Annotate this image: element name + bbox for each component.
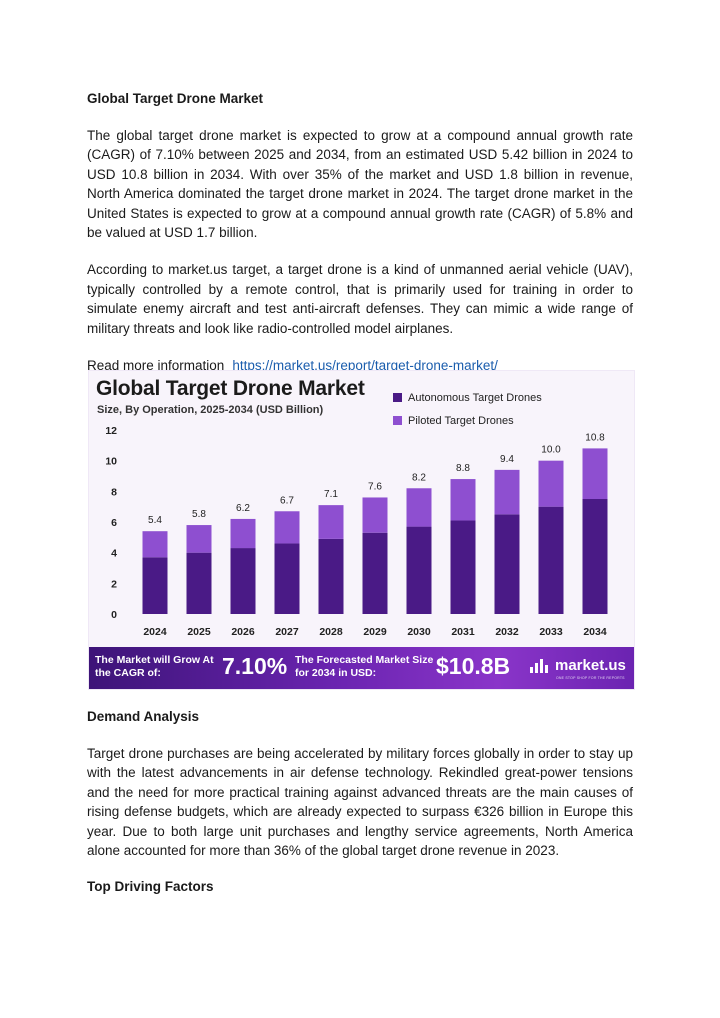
banner-cagr-value: 7.10% [222, 653, 288, 679]
paragraph-definition: According to market.us target, a target … [87, 262, 633, 336]
infographic-subtitle: Size, By Operation, 2025-2034 (USD Billi… [97, 404, 324, 416]
bar-piloted [274, 511, 300, 544]
logo-text: market.us [555, 657, 626, 674]
bar-piloted [582, 448, 608, 499]
bar-total-label: 7.6 [368, 481, 382, 492]
x-tick-label: 2033 [539, 626, 563, 638]
bar-total-label: 5.8 [192, 509, 206, 520]
bar-piloted [450, 479, 476, 521]
logo-tagline: ONE STOP SHOP FOR THE REPORTS [556, 676, 625, 680]
bar-total-label: 6.2 [236, 503, 250, 514]
bar-piloted [230, 518, 256, 549]
bar-autonomous [406, 526, 432, 614]
x-tick-label: 2034 [583, 626, 607, 638]
legend-item-piloted: Piloted Target Drones [393, 414, 542, 427]
x-tick-label: 2028 [319, 626, 343, 638]
bar-autonomous [142, 557, 168, 614]
legend-label-piloted: Piloted Target Drones [408, 414, 514, 427]
market-us-logo: market.us [529, 657, 626, 674]
bar-autonomous [362, 532, 388, 614]
bar-autonomous [450, 520, 476, 614]
bar-piloted [362, 497, 388, 533]
banner-forecast-value: $10.8B [436, 653, 511, 679]
y-tick-label: 10 [105, 456, 117, 468]
y-tick-label: 12 [105, 425, 117, 437]
bar-autonomous [538, 506, 564, 614]
section-heading-driving-factors: Top Driving Factors [87, 879, 214, 895]
bar-total-label: 8.2 [412, 472, 426, 483]
bar-autonomous [186, 552, 212, 614]
banner-forecast-label: The Forecasted Market Size for 2034 in U… [295, 654, 434, 679]
legend-swatch-piloted [393, 416, 402, 425]
x-tick-label: 2027 [275, 626, 299, 638]
chart-legend: Autonomous Target Drones Piloted Target … [393, 391, 542, 437]
bar-autonomous [230, 548, 256, 614]
paragraph-market-overview: The global target drone market is expect… [87, 128, 633, 241]
bar-total-label: 9.4 [500, 454, 514, 465]
read-more-line: Read more information https://market.us/r… [87, 356, 633, 375]
bar-piloted [538, 460, 564, 507]
bar-signal-icon [530, 658, 548, 673]
bar-piloted [142, 531, 168, 558]
x-tick-label: 2032 [495, 626, 519, 638]
y-tick-label: 6 [111, 517, 117, 529]
legend-item-autonomous: Autonomous Target Drones [393, 391, 542, 404]
market-infographic: Global Target Drone Market Size, By Oper… [88, 370, 635, 690]
bar-autonomous [582, 499, 608, 614]
bar-autonomous [318, 538, 344, 614]
section-heading-market: Global Target Drone Market [87, 91, 264, 106]
bar-total-label: 8.8 [456, 463, 470, 474]
legend-swatch-autonomous [393, 393, 402, 402]
banner-cagr-label: The Market will Grow At the CAGR of: [95, 654, 214, 679]
x-tick-label: 2024 [143, 626, 167, 638]
bar-total-label: 10.0 [541, 445, 561, 456]
infographic-title: Global Target Drone Market [96, 377, 365, 400]
bar-autonomous [494, 514, 520, 614]
infographic-banner: The Market will Grow At the CAGR of: 7.1… [89, 647, 634, 689]
bar-piloted [318, 505, 344, 539]
bar-piloted [186, 525, 212, 553]
bar-piloted [494, 469, 520, 515]
read-more-link[interactable]: https://market.us/report/target-drone-ma… [232, 358, 498, 374]
y-tick-label: 8 [111, 486, 117, 498]
bar-total-label: 10.8 [585, 432, 605, 443]
legend-label-autonomous: Autonomous Target Drones [408, 391, 542, 404]
x-tick-label: 2029 [363, 626, 387, 638]
x-tick-label: 2030 [407, 626, 431, 638]
bar-total-label: 7.1 [324, 489, 338, 500]
y-tick-label: 0 [111, 609, 117, 621]
y-tick-label: 4 [111, 548, 117, 560]
read-more-label: Read more information [87, 358, 225, 374]
stacked-bar-chart: 0 2 4 6 8 10 12 5.4 2024 5.8 2025 6.2 2026 6.7 2027 7.1… [105, 425, 608, 638]
document-body-top: Global Target Drone Market The global ta… [87, 90, 633, 375]
paragraph-demand-analysis: Target drone purchases are being acceler… [87, 746, 633, 859]
bar-total-label: 5.4 [148, 515, 162, 526]
document-body-bottom: Demand Analysis Target drone purchases a… [87, 708, 633, 896]
y-tick-label: 2 [111, 578, 117, 590]
bar-piloted [406, 488, 432, 527]
x-tick-label: 2031 [451, 626, 475, 638]
bar-total-label: 6.7 [280, 495, 294, 506]
x-tick-label: 2026 [231, 626, 255, 638]
x-tick-label: 2025 [187, 626, 211, 638]
section-heading-demand: Demand Analysis [87, 709, 200, 724]
bar-autonomous [274, 543, 300, 614]
